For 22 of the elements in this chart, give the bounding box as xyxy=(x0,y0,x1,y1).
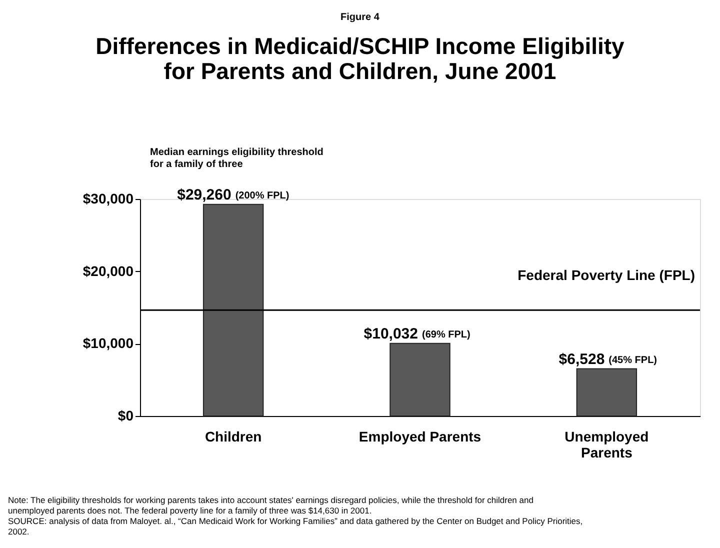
text: Note: The eligibility thresholds for working parents takes into account states' earnings disregard policies, while the threshold for children and unemployed parents does not. The federal poverty line for a family of three was $14,630 in 2001. xyxy=(8,495,534,516)
annotation: (69% FPL) xyxy=(422,329,470,340)
chart-title: Differences in Medicaid/SCHIP Income Eligibility for Parents and Children, June 2001 xyxy=(96,33,625,84)
y-axis-title: Median earnings eligibility threshold for a family of three xyxy=(150,147,324,170)
y-tick-label: $10,000 xyxy=(82,335,134,352)
ref-line-label: Federal Poverty Line (FPL) xyxy=(518,267,695,284)
x-tick-label: Children xyxy=(204,428,262,444)
x-tick-label: Employed Parents xyxy=(358,428,482,444)
bar xyxy=(390,342,450,416)
data-label: $6,528 xyxy=(558,350,605,368)
data-label: $29,260 xyxy=(177,186,232,204)
annotation: (200% FPL) xyxy=(235,190,290,202)
bar xyxy=(202,204,264,416)
data-label: $10,032 xyxy=(364,325,418,342)
y-tick-label: $30,000 xyxy=(82,190,134,206)
caption: Figure 4 xyxy=(340,12,380,23)
x-tick-label: Unemployed Parents xyxy=(564,428,649,460)
bar xyxy=(576,368,638,416)
y-tick-label: $20,000 xyxy=(82,262,134,279)
annotation: (45% FPL) xyxy=(608,354,658,366)
source-note: SOURCE: analysis of data from Maloyet. al., “Can Medicaid Work for Working Families” and data gathered by the Center on Budget and Policy Priorities, 2002. xyxy=(8,516,583,536)
y-tick-label: $0 xyxy=(118,408,134,424)
